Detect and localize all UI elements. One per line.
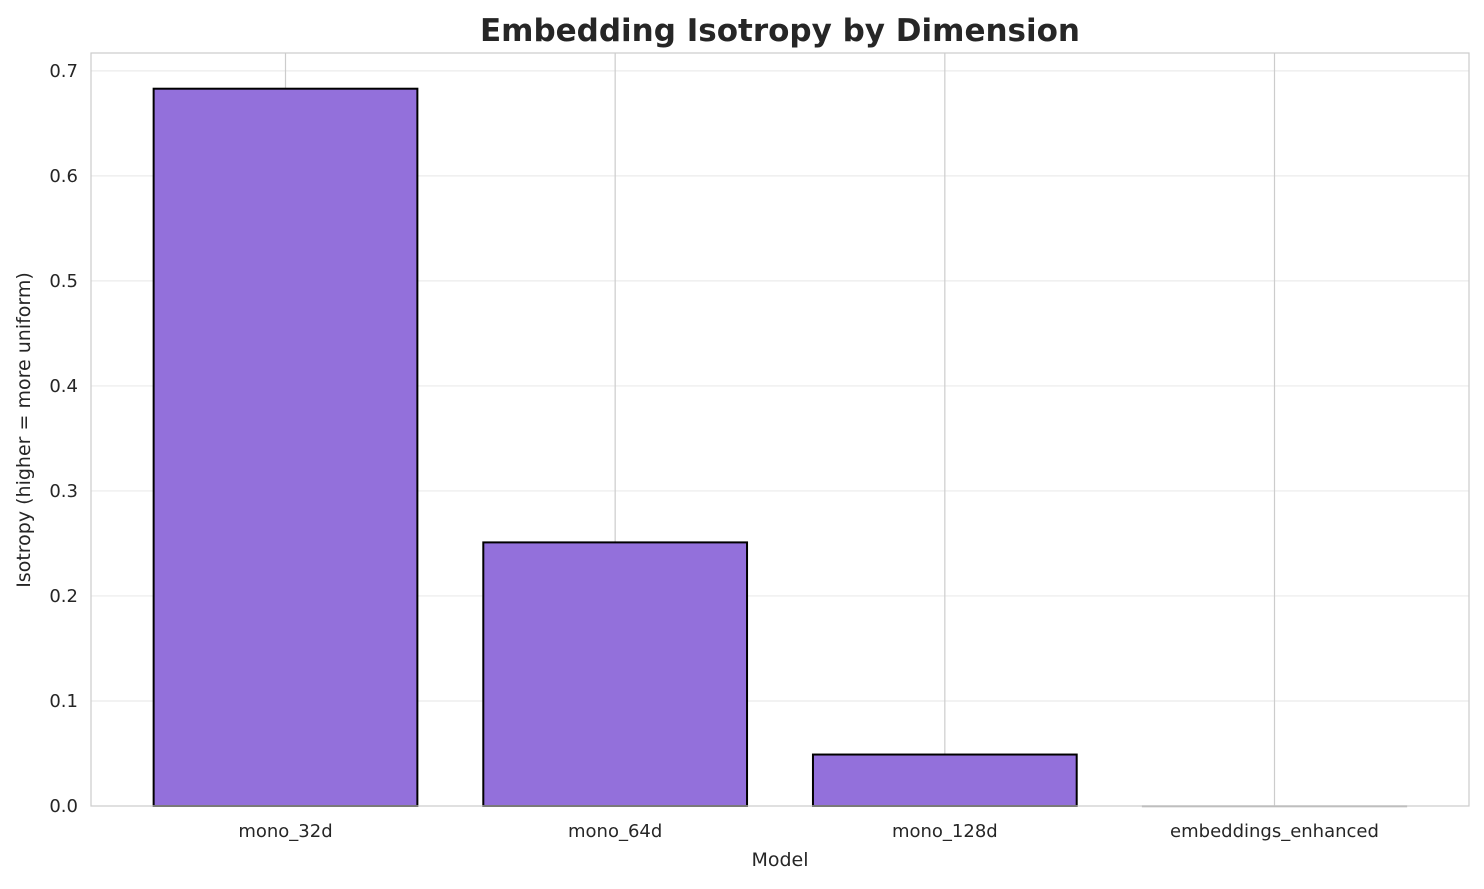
y-tick-label: 0.6 xyxy=(49,166,78,187)
y-tick-label: 0.1 xyxy=(49,691,78,712)
y-tick-label: 0.7 xyxy=(49,61,78,82)
bar-mono_128d xyxy=(811,753,1078,807)
y-tick-label: 0.5 xyxy=(49,271,78,292)
y-tick-label: 0.4 xyxy=(49,376,78,397)
plot-frame xyxy=(90,52,1470,807)
y-axis: 0.0 0.1 0.2 0.3 0.4 0.5 0.6 0.7 xyxy=(49,61,78,817)
x-tick-label: mono_64d xyxy=(568,821,662,842)
bar-mono_64d xyxy=(482,541,749,807)
y-tick-label: 0.2 xyxy=(49,586,78,607)
x-tick-label: mono_32d xyxy=(238,821,332,842)
bars xyxy=(152,87,1408,808)
y-axis-label: Isotropy (higher = more uniform) xyxy=(13,272,35,588)
x-tick-label: embeddings_enhanced xyxy=(1170,821,1379,842)
chart-title: Embedding Isotropy by Dimension xyxy=(480,13,1080,49)
y-tick-label: 0.0 xyxy=(49,796,78,817)
bar-mono_32d xyxy=(152,87,419,808)
x-axis: mono_32d mono_64d mono_128d embeddings_enha… xyxy=(238,821,1379,842)
x-tick-label: mono_128d xyxy=(892,821,998,842)
y-tick-label: 0.3 xyxy=(49,481,78,502)
x-axis-label: Model xyxy=(751,849,808,871)
